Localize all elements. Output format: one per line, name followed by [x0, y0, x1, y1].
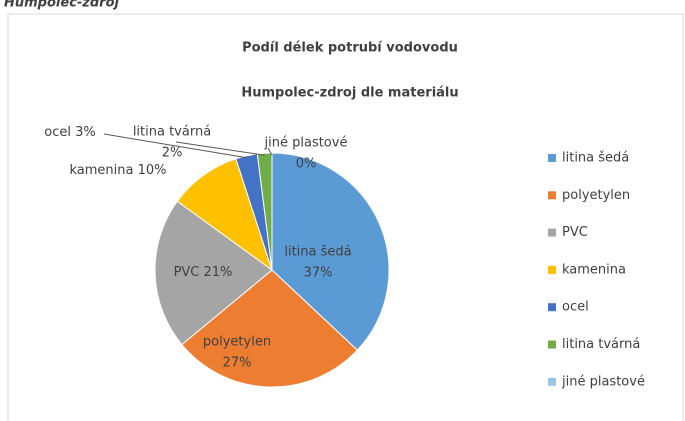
data-label-value: 0% [296, 157, 317, 172]
leader-line [103, 133, 247, 159]
data-label-name: polyetylen [203, 335, 271, 350]
leader-line [175, 141, 265, 156]
data-label-value: 3% [75, 125, 96, 140]
legend-label: PVC [562, 225, 588, 240]
legend-label: ocel [562, 300, 589, 315]
legend-swatch [548, 191, 556, 200]
legend-swatch [548, 340, 556, 349]
pie-slice [181, 269, 358, 388]
legend-label: litina tvárná [562, 337, 640, 352]
data-label-value: 2% [162, 146, 183, 161]
data-label-value: 21% [204, 265, 233, 280]
legend-label: kamenina [562, 262, 626, 277]
chart-title: Podíl délek potrubí vodovodu [242, 41, 458, 56]
data-label-name: jiné plastové [264, 136, 348, 151]
data-label: kamenina 10% [69, 163, 166, 178]
legend-swatch [548, 154, 556, 162]
data-label-name: litina šedá [284, 245, 351, 260]
legend-swatch [548, 377, 556, 386]
data-label-name: PVC [174, 265, 200, 280]
data-label: ocel 3% [44, 125, 95, 140]
pie-slice [154, 200, 273, 346]
chart-title: Humpolec-zdroj dle materiálu [241, 86, 458, 101]
pie-slice [271, 152, 390, 351]
data-label-value: 37% [304, 266, 333, 281]
data-label-name: kamenina [69, 163, 133, 178]
legend-swatch [548, 265, 556, 274]
header-text: Humpolec-zdroj [4, 0, 120, 11]
leader-line [267, 147, 273, 156]
legend-label: jiné plastové [561, 374, 645, 389]
legend-swatch [548, 228, 556, 237]
data-label-value: 10% [138, 163, 167, 178]
data-label-name: litina tvárná [133, 125, 211, 140]
data-label-name: ocel [44, 125, 71, 140]
legend-label: polyetylen [562, 188, 630, 203]
data-label: PVC 21% [174, 265, 233, 280]
data-label-value: 27% [223, 356, 252, 371]
pie-slice [176, 158, 273, 272]
legend-label: litina šedá [562, 151, 629, 166]
legend-swatch [548, 303, 556, 312]
